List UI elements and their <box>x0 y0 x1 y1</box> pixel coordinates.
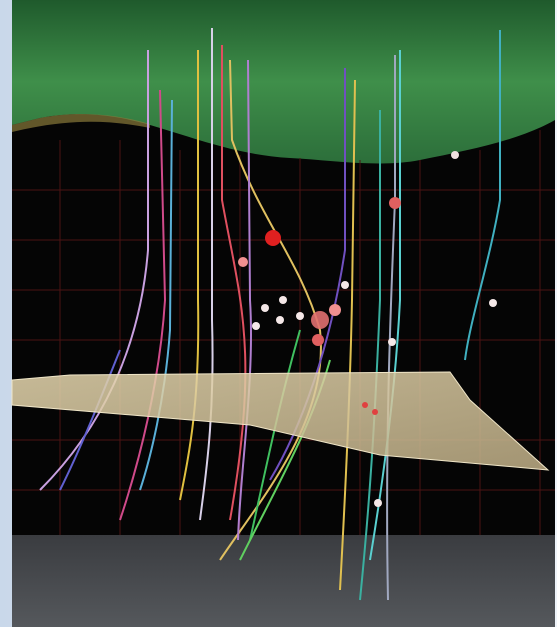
horizon-edge <box>12 113 150 132</box>
horizon-plane <box>11 371 550 471</box>
markers <box>238 151 497 507</box>
ground-surface <box>12 535 555 627</box>
grid <box>12 130 555 535</box>
